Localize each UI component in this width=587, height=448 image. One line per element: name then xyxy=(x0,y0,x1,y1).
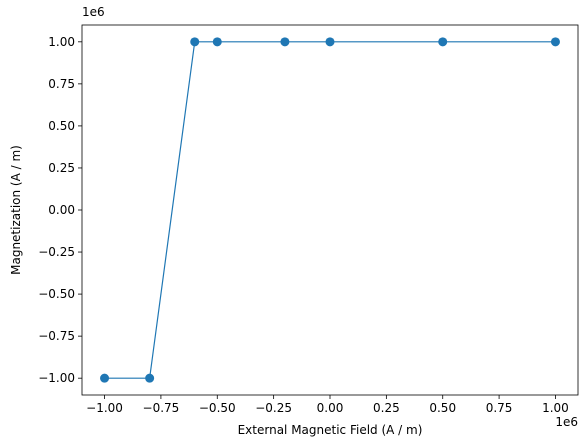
y-offset-text: 1e6 xyxy=(82,5,105,19)
y-axis-label: Magnetization (A / m) xyxy=(9,145,23,275)
y-tick-label: −0.25 xyxy=(38,245,75,259)
x-tick-label: 1.00 xyxy=(542,401,569,415)
x-tick-label: −1.00 xyxy=(86,401,123,415)
point xyxy=(325,37,335,47)
y-tick-label: −0.50 xyxy=(38,287,75,301)
x-tick-label: −0.75 xyxy=(143,401,180,415)
y-tick-label: −0.75 xyxy=(38,329,75,343)
x-offset-text: 1e6 xyxy=(555,415,578,429)
y-tick-label: 0.75 xyxy=(48,77,75,91)
y-tick-label: 1.00 xyxy=(48,35,75,49)
point xyxy=(280,37,290,47)
y-tick-label: 0.50 xyxy=(48,119,75,133)
x-tick-label: −0.50 xyxy=(199,401,236,415)
series-line xyxy=(104,41,556,379)
x-tick-label: 0.25 xyxy=(373,401,400,415)
point xyxy=(145,373,155,383)
point xyxy=(190,37,200,47)
y-tick-label: −1.00 xyxy=(38,371,75,385)
x-tick-label: 0.00 xyxy=(317,401,344,415)
y-tick-label: 0.25 xyxy=(48,161,75,175)
y-tick-label: 0.00 xyxy=(48,203,75,217)
point xyxy=(438,37,448,47)
x-tick-label: 0.50 xyxy=(429,401,456,415)
point xyxy=(100,373,110,383)
x-tick-label: 0.75 xyxy=(486,401,513,415)
point xyxy=(212,37,222,47)
x-tick-label: −0.25 xyxy=(255,401,292,415)
point xyxy=(550,37,560,47)
x-axis-label: External Magnetic Field (A / m) xyxy=(238,423,423,437)
plot-frame xyxy=(81,24,579,396)
